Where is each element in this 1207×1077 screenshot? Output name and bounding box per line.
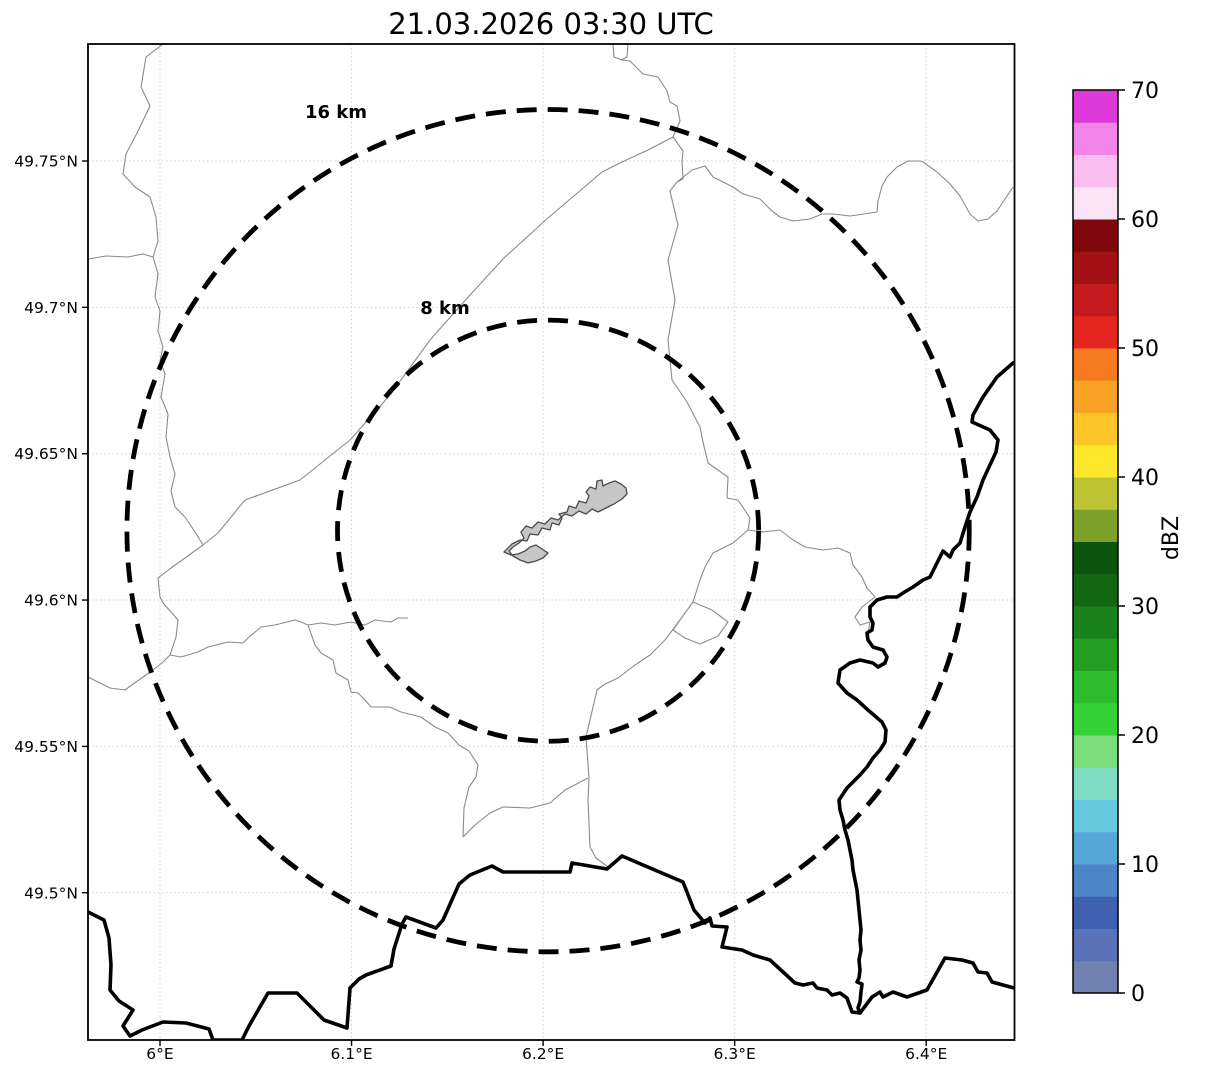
range-rings [124,107,972,955]
x-tick-label: 6.3°E [714,1045,756,1063]
colorbar-cells [1073,90,1118,994]
colorbar-cell [1073,896,1118,929]
colorbar-cell [1073,864,1118,897]
x-axis-ticks: 6°E 6.1°E 6.2°E 6.3°E 6.4°E [146,1040,947,1063]
admin-boundary-line [747,529,876,634]
admin-boundary-line [612,44,681,138]
city-boundary [503,479,628,564]
colorbar-cell [1073,831,1118,865]
colorbar-cell [1073,928,1118,962]
admin-boundary-line [157,136,674,656]
y-tick-label: 49.55°N [14,738,78,756]
colorbar-cell [1073,477,1118,510]
city-area-polygon [503,479,628,564]
colorbar-cell [1073,444,1118,478]
colorbar-cell [1073,799,1118,833]
grid-lines [88,44,1015,1040]
y-tick-label: 49.5°N [24,884,78,902]
range-ring-label-16km: 16 km [305,102,367,123]
country-border-line [836,361,1015,1015]
admin-boundary-line [672,601,729,645]
map-frame [87,43,1016,1041]
y-axis-ticks: 49.75°N 49.7°N 49.65°N 49.6°N 49.55°N 49.5°N [14,153,88,902]
range-ring-16km [124,107,972,955]
colorbar-cell [1073,767,1118,800]
colorbar-outline [1072,89,1119,994]
colorbar-cell [1073,154,1118,188]
admin-boundary-line [122,44,204,546]
admin-boundary-line [620,44,629,61]
admin-boundary-line [462,777,589,838]
colorbar-cell [1073,960,1118,994]
y-tick-label: 49.65°N [14,445,78,463]
colorbar-ticks: 0 10 20 30 40 50 60 70 [1118,79,1159,1007]
x-tick-label: 6°E [146,1045,173,1063]
colorbar-tick-label: 0 [1131,982,1145,1007]
y-tick-label: 49.75°N [14,153,78,171]
colorbar-cell [1073,348,1118,381]
colorbar-cell [1073,90,1118,123]
country-border-line [88,854,1015,1040]
colorbar-cell [1073,606,1118,639]
colorbar-cell [1073,283,1118,317]
colorbar-tick-label: 50 [1131,337,1159,362]
range-ring-8km [335,317,762,744]
colorbar-cell [1073,251,1118,284]
colorbar-cell [1073,541,1118,575]
colorbar-cell [1073,219,1118,252]
colorbar-cell [1073,670,1118,704]
colorbar-cell [1073,122,1118,155]
admin-boundary-line [585,529,749,868]
colorbar-cell [1073,509,1118,542]
colorbar-tick-label: 10 [1131,853,1159,878]
country-borders [88,361,1015,1040]
y-tick-label: 49.7°N [24,299,78,317]
range-ring-label-8km: 8 km [420,298,470,319]
colorbar-tick-label: 30 [1131,595,1159,620]
colorbar-cell [1073,702,1118,736]
colorbar-tick-label: 40 [1131,466,1159,491]
y-tick-label: 49.6°N [24,592,78,610]
x-tick-label: 6.2°E [522,1045,564,1063]
admin-boundaries [88,44,1014,868]
colorbar-cell [1073,315,1118,349]
colorbar-cell [1073,735,1118,768]
admin-boundary-line [307,624,479,838]
colorbar-cell [1073,412,1118,446]
plot-title: 21.03.2026 03:30 UTC [388,7,714,41]
colorbar-axis-label: dBZ [1159,516,1184,560]
colorbar-cell [1073,573,1118,607]
colorbar-cell [1073,380,1118,413]
admin-boundary-line [676,160,1014,222]
colorbar-cell [1073,186,1118,220]
colorbar-tick-label: 60 [1131,208,1159,233]
x-tick-label: 6.1°E [330,1045,372,1063]
x-tick-label: 6.4°E [905,1045,947,1063]
colorbar-tick-label: 20 [1131,724,1159,749]
admin-boundary-line [88,253,154,260]
colorbar-cell [1073,638,1118,671]
colorbar-tick-label: 70 [1131,79,1159,104]
